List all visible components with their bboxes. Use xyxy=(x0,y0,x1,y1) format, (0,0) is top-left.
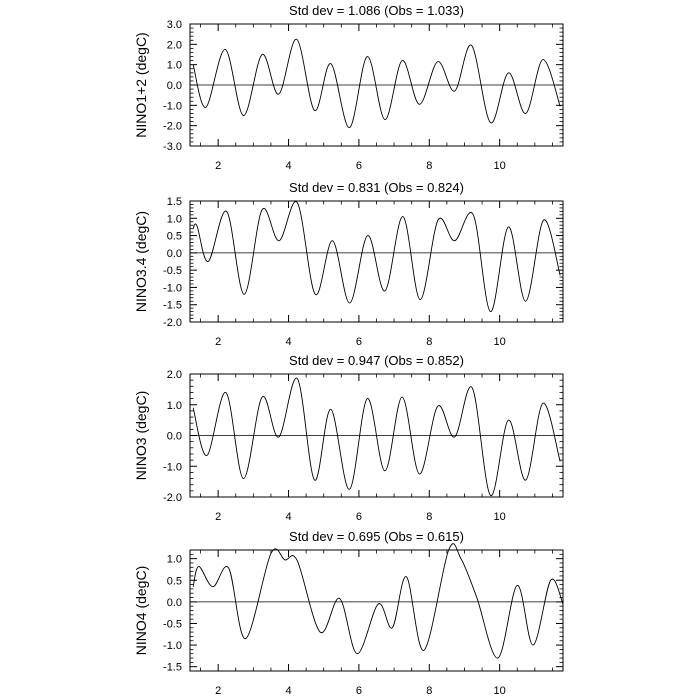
series-line-1 xyxy=(192,543,564,659)
y-tick-label: -1.0 xyxy=(163,100,182,112)
x-tick-label: 4 xyxy=(285,336,291,348)
y-axis-label: NINO1+2 (degC) xyxy=(133,32,149,137)
panel-title: Std dev = 0.831 (Obs = 0.824) xyxy=(289,180,464,195)
x-tick-label: 8 xyxy=(426,336,432,348)
y-tick-label: -1.5 xyxy=(163,662,182,674)
x-tick-label: 6 xyxy=(356,336,362,348)
y-tick-label: -2.0 xyxy=(163,121,182,133)
x-tick-label: 4 xyxy=(285,511,291,523)
plot-frame xyxy=(189,549,564,672)
plot-frame xyxy=(189,373,564,498)
series-line-1 xyxy=(192,378,561,496)
x-tick-label: 4 xyxy=(285,685,291,697)
chart-panel-1: Std dev = 1.086 (Obs = 1.033) NINO1+2 (de… xyxy=(133,3,564,172)
y-tick-label: 0.0 xyxy=(167,597,182,609)
y-tick-label: 1.0 xyxy=(167,400,182,412)
y-tick-label: 1.0 xyxy=(167,60,182,72)
x-tick-label: 2 xyxy=(215,685,221,697)
plot-frame xyxy=(189,23,564,147)
chart-panel-4: Std dev = 0.695 (Obs = 0.615) NINO4 (degC… xyxy=(133,529,564,697)
y-tick-label: 0.0 xyxy=(167,431,182,443)
y-tick-label: -1.5 xyxy=(163,300,182,312)
y-axis-label: NINO3.4 (degC) xyxy=(133,211,149,312)
y-tick-label: -0.5 xyxy=(163,618,182,630)
plot-frame xyxy=(189,200,564,323)
x-tick-label: 2 xyxy=(215,336,221,348)
chart-panel-3: Std dev = 0.947 (Obs = 0.852) NINO3 (degC… xyxy=(133,353,564,523)
y-tick-label: 1.0 xyxy=(167,554,182,566)
y-axis-label: NINO3 (degC) xyxy=(133,391,149,480)
y-tick-label: -0.5 xyxy=(163,265,182,277)
y-tick-label: -3.0 xyxy=(163,141,182,153)
x-tick-label: 6 xyxy=(356,685,362,697)
x-tick-label: 2 xyxy=(215,511,221,523)
y-tick-label: -2.0 xyxy=(163,317,182,329)
x-tick-label: 8 xyxy=(426,511,432,523)
y-tick-label: 3.0 xyxy=(167,19,182,31)
y-tick-label: 0.5 xyxy=(167,575,182,587)
y-tick-label: -2.0 xyxy=(163,492,182,504)
x-tick-label: 8 xyxy=(426,160,432,172)
x-tick-label: 6 xyxy=(356,511,362,523)
x-tick-label: 10 xyxy=(494,511,506,523)
y-tick-label: 1.0 xyxy=(167,213,182,225)
panel-title: Std dev = 0.695 (Obs = 0.615) xyxy=(289,529,464,544)
y-axis-label: NINO4 (degC) xyxy=(133,566,149,655)
panel-title: Std dev = 1.086 (Obs = 1.033) xyxy=(289,3,464,18)
x-tick-label: 4 xyxy=(285,160,291,172)
chart-panel-2: Std dev = 0.831 (Obs = 0.824) NINO3.4 (de… xyxy=(133,180,564,348)
x-tick-label: 8 xyxy=(426,685,432,697)
y-tick-label: 1.5 xyxy=(167,196,182,208)
x-tick-label: 6 xyxy=(356,160,362,172)
series-line-1 xyxy=(192,201,561,313)
y-tick-label: -1.0 xyxy=(163,640,182,652)
y-tick-label: 0.5 xyxy=(167,231,182,243)
x-tick-label: 10 xyxy=(494,685,506,697)
series-line-1 xyxy=(192,38,561,129)
y-tick-label: -1.0 xyxy=(163,461,182,473)
panel-title: Std dev = 0.947 (Obs = 0.852) xyxy=(289,353,464,368)
x-tick-label: 10 xyxy=(494,336,506,348)
y-tick-label: 2.0 xyxy=(167,369,182,381)
x-tick-label: 10 xyxy=(494,160,506,172)
y-tick-label: -1.0 xyxy=(163,282,182,294)
y-tick-label: 2.0 xyxy=(167,39,182,51)
y-tick-label: 0.0 xyxy=(167,80,182,92)
x-tick-label: 2 xyxy=(215,160,221,172)
y-tick-label: 0.0 xyxy=(167,248,182,260)
